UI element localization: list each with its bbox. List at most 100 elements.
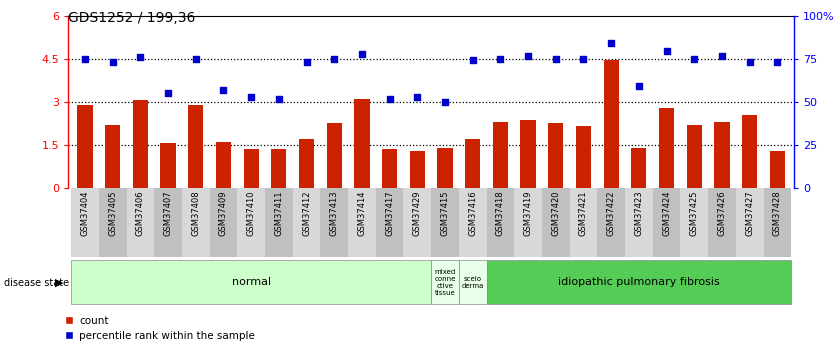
Bar: [459, 188, 486, 257]
Text: ▶: ▶: [55, 278, 63, 288]
Bar: [431, 260, 459, 304]
Point: [632, 83, 646, 89]
Bar: [209, 188, 238, 257]
Text: GSM37420: GSM37420: [551, 190, 560, 236]
Text: GSM37412: GSM37412: [302, 190, 311, 236]
Point: [244, 95, 258, 100]
Text: GSM37416: GSM37416: [468, 190, 477, 236]
Bar: [631, 148, 646, 188]
Bar: [265, 188, 293, 257]
Bar: [154, 188, 182, 257]
Text: GSM37410: GSM37410: [247, 190, 256, 236]
Bar: [244, 149, 259, 188]
Text: GSM37405: GSM37405: [108, 190, 118, 236]
Bar: [188, 105, 203, 188]
Bar: [293, 188, 320, 257]
Text: GSM37409: GSM37409: [219, 190, 228, 236]
Bar: [409, 151, 425, 188]
Text: GSM37425: GSM37425: [690, 190, 699, 236]
Text: GSM37423: GSM37423: [635, 190, 643, 236]
Bar: [708, 188, 736, 257]
Bar: [653, 188, 681, 257]
Text: GDS1252 / 199,36: GDS1252 / 199,36: [68, 11, 196, 25]
Text: GSM37429: GSM37429: [413, 190, 422, 236]
Bar: [105, 125, 120, 188]
Text: GSM37404: GSM37404: [81, 190, 89, 236]
Point: [189, 56, 203, 61]
Point: [743, 59, 756, 64]
Bar: [486, 188, 515, 257]
Text: GSM37418: GSM37418: [496, 190, 505, 236]
Text: GSM37406: GSM37406: [136, 190, 145, 236]
Bar: [216, 142, 231, 188]
Point: [300, 59, 314, 64]
Bar: [459, 260, 486, 304]
Point: [410, 95, 424, 100]
Bar: [604, 60, 619, 188]
Bar: [515, 188, 542, 257]
Text: GSM37419: GSM37419: [524, 190, 533, 236]
Bar: [71, 260, 431, 304]
Point: [605, 40, 618, 46]
Legend: count, percentile rank within the sample: count, percentile rank within the sample: [63, 316, 255, 341]
Bar: [542, 188, 570, 257]
Bar: [182, 188, 209, 257]
Point: [355, 51, 369, 57]
Bar: [78, 105, 93, 188]
Bar: [382, 149, 397, 188]
Text: GSM37411: GSM37411: [274, 190, 284, 236]
Bar: [431, 188, 459, 257]
Bar: [437, 148, 453, 188]
Text: GSM37414: GSM37414: [358, 190, 366, 236]
Text: GSM37428: GSM37428: [773, 190, 781, 236]
Bar: [625, 188, 653, 257]
Bar: [715, 122, 730, 188]
Text: GSM37417: GSM37417: [385, 190, 394, 236]
Point: [660, 49, 673, 54]
Bar: [348, 188, 376, 257]
Bar: [576, 126, 591, 188]
Text: idiopathic pulmonary fibrosis: idiopathic pulmonary fibrosis: [558, 277, 720, 287]
Bar: [160, 144, 176, 188]
Bar: [597, 188, 625, 257]
Point: [577, 56, 590, 61]
Text: GSM37415: GSM37415: [440, 190, 450, 236]
Text: GSM37424: GSM37424: [662, 190, 671, 236]
Point: [217, 88, 230, 93]
Bar: [493, 122, 508, 188]
Point: [549, 56, 562, 61]
Point: [162, 90, 175, 96]
Bar: [520, 120, 535, 188]
Point: [383, 96, 396, 102]
Point: [771, 59, 784, 64]
Text: disease state: disease state: [4, 278, 69, 288]
Bar: [570, 188, 597, 257]
Point: [106, 59, 119, 64]
Text: GSM37407: GSM37407: [163, 190, 173, 236]
Bar: [659, 108, 674, 188]
Bar: [133, 100, 148, 188]
Bar: [127, 188, 154, 257]
Text: GSM37413: GSM37413: [329, 190, 339, 236]
Point: [439, 99, 452, 105]
Bar: [736, 188, 763, 257]
Bar: [742, 115, 757, 188]
Point: [328, 56, 341, 61]
Bar: [770, 151, 785, 188]
Text: GSM37408: GSM37408: [191, 190, 200, 236]
Bar: [271, 149, 286, 188]
Bar: [320, 188, 348, 257]
Bar: [238, 188, 265, 257]
Point: [521, 53, 535, 59]
Bar: [354, 99, 369, 188]
Bar: [376, 188, 404, 257]
Bar: [548, 123, 564, 188]
Point: [272, 96, 285, 102]
Bar: [686, 125, 702, 188]
Point: [78, 56, 92, 61]
Text: mixed
conne
ctive
tissue: mixed conne ctive tissue: [435, 268, 455, 296]
Bar: [71, 188, 99, 257]
Point: [494, 56, 507, 61]
Text: GSM37422: GSM37422: [606, 190, 615, 236]
Bar: [327, 123, 342, 188]
